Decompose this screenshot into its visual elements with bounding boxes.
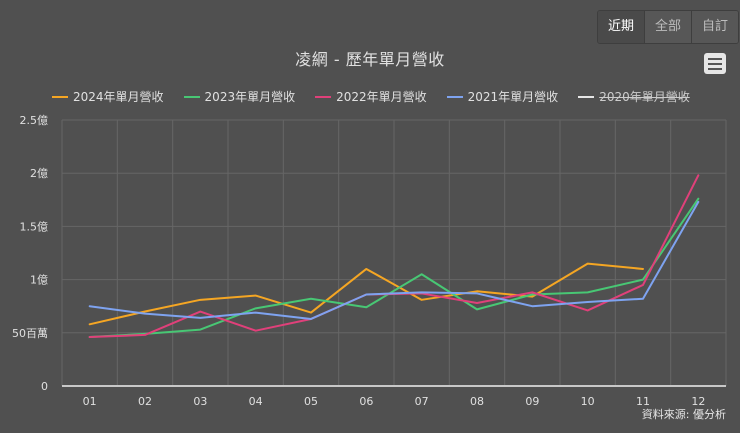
legend-label: 2024年單月營收 bbox=[73, 90, 164, 104]
x-tick-label: 11 bbox=[636, 395, 650, 408]
legend-swatch-icon bbox=[446, 95, 463, 98]
x-tick-label: 01 bbox=[83, 395, 97, 408]
y-tick-label: 2.5億 bbox=[20, 114, 49, 127]
y-tick-label: 1.5億 bbox=[20, 220, 49, 233]
x-tick-label: 08 bbox=[470, 395, 484, 408]
legend-label: 2023年單月營收 bbox=[204, 90, 296, 104]
chart-legend: 2024年單月營收 2023年單月營收 2022年單月營收 2021年單月營收 … bbox=[52, 88, 710, 105]
y-tick-label: 1億 bbox=[30, 274, 48, 287]
series-line-2024[interactable] bbox=[88, 262, 644, 326]
chart-menu-button[interactable] bbox=[704, 53, 726, 74]
legend-swatch-icon bbox=[52, 95, 68, 98]
legend-item-2024[interactable]: 2024年單月營收 bbox=[52, 88, 164, 105]
x-tick-label: 10 bbox=[581, 395, 595, 408]
chart-title: 凌網 - 歷年單月營收 bbox=[295, 50, 445, 69]
series-line-2021[interactable] bbox=[88, 200, 700, 320]
x-tick-label: 09 bbox=[525, 395, 539, 408]
legend-item-2021[interactable]: 2021年單月營收 bbox=[446, 88, 559, 105]
range-button-all[interactable]: 全部 bbox=[644, 11, 691, 43]
x-tick-label: 07 bbox=[415, 395, 429, 408]
x-tick-label: 06 bbox=[359, 395, 373, 408]
legend-swatch-icon bbox=[183, 95, 200, 98]
legend-label: 2022年單月營收 bbox=[336, 90, 427, 104]
legend-swatch-icon bbox=[315, 95, 332, 98]
series-line-2023[interactable] bbox=[88, 197, 700, 339]
credits-text[interactable]: 資料來源: 優分析 bbox=[641, 408, 726, 421]
range-button-recent[interactable]: 近期 bbox=[598, 11, 644, 43]
hamburger-menu-icon-line bbox=[708, 68, 722, 70]
x-axis: 01 02 03 04 05 06 07 08 09 10 11 12 bbox=[62, 385, 726, 408]
range-button-custom[interactable]: 自訂 bbox=[691, 11, 738, 43]
legend-item-2020[interactable]: 2020年單月營收 bbox=[578, 88, 690, 105]
range-selector: 近期 全部 自訂 bbox=[597, 10, 739, 44]
legend-label: 2021年單月營收 bbox=[467, 90, 559, 104]
legend-swatch-icon bbox=[578, 95, 595, 98]
hamburger-menu-icon-line bbox=[708, 63, 722, 65]
hamburger-menu-icon bbox=[708, 58, 722, 60]
y-tick-label: 2億 bbox=[30, 167, 48, 180]
x-tick-label: 03 bbox=[193, 395, 207, 408]
x-tick-label: 02 bbox=[138, 395, 152, 408]
x-tick-label: 05 bbox=[304, 395, 318, 408]
grid-lines bbox=[61, 119, 727, 386]
y-axis: 0 50百萬 1億 1.5億 2億 2.5億 bbox=[12, 114, 48, 393]
y-tick-label: 0 bbox=[41, 380, 48, 393]
x-tick-label: 04 bbox=[249, 395, 263, 408]
y-tick-label: 50百萬 bbox=[12, 327, 48, 340]
legend-label: 2020年單月營收 bbox=[599, 90, 690, 104]
series-lines bbox=[88, 174, 700, 339]
legend-item-2023[interactable]: 2023年單月營收 bbox=[183, 88, 296, 105]
legend-item-2022[interactable]: 2022年單月營收 bbox=[315, 88, 427, 105]
x-tick-label: 12 bbox=[691, 395, 705, 408]
